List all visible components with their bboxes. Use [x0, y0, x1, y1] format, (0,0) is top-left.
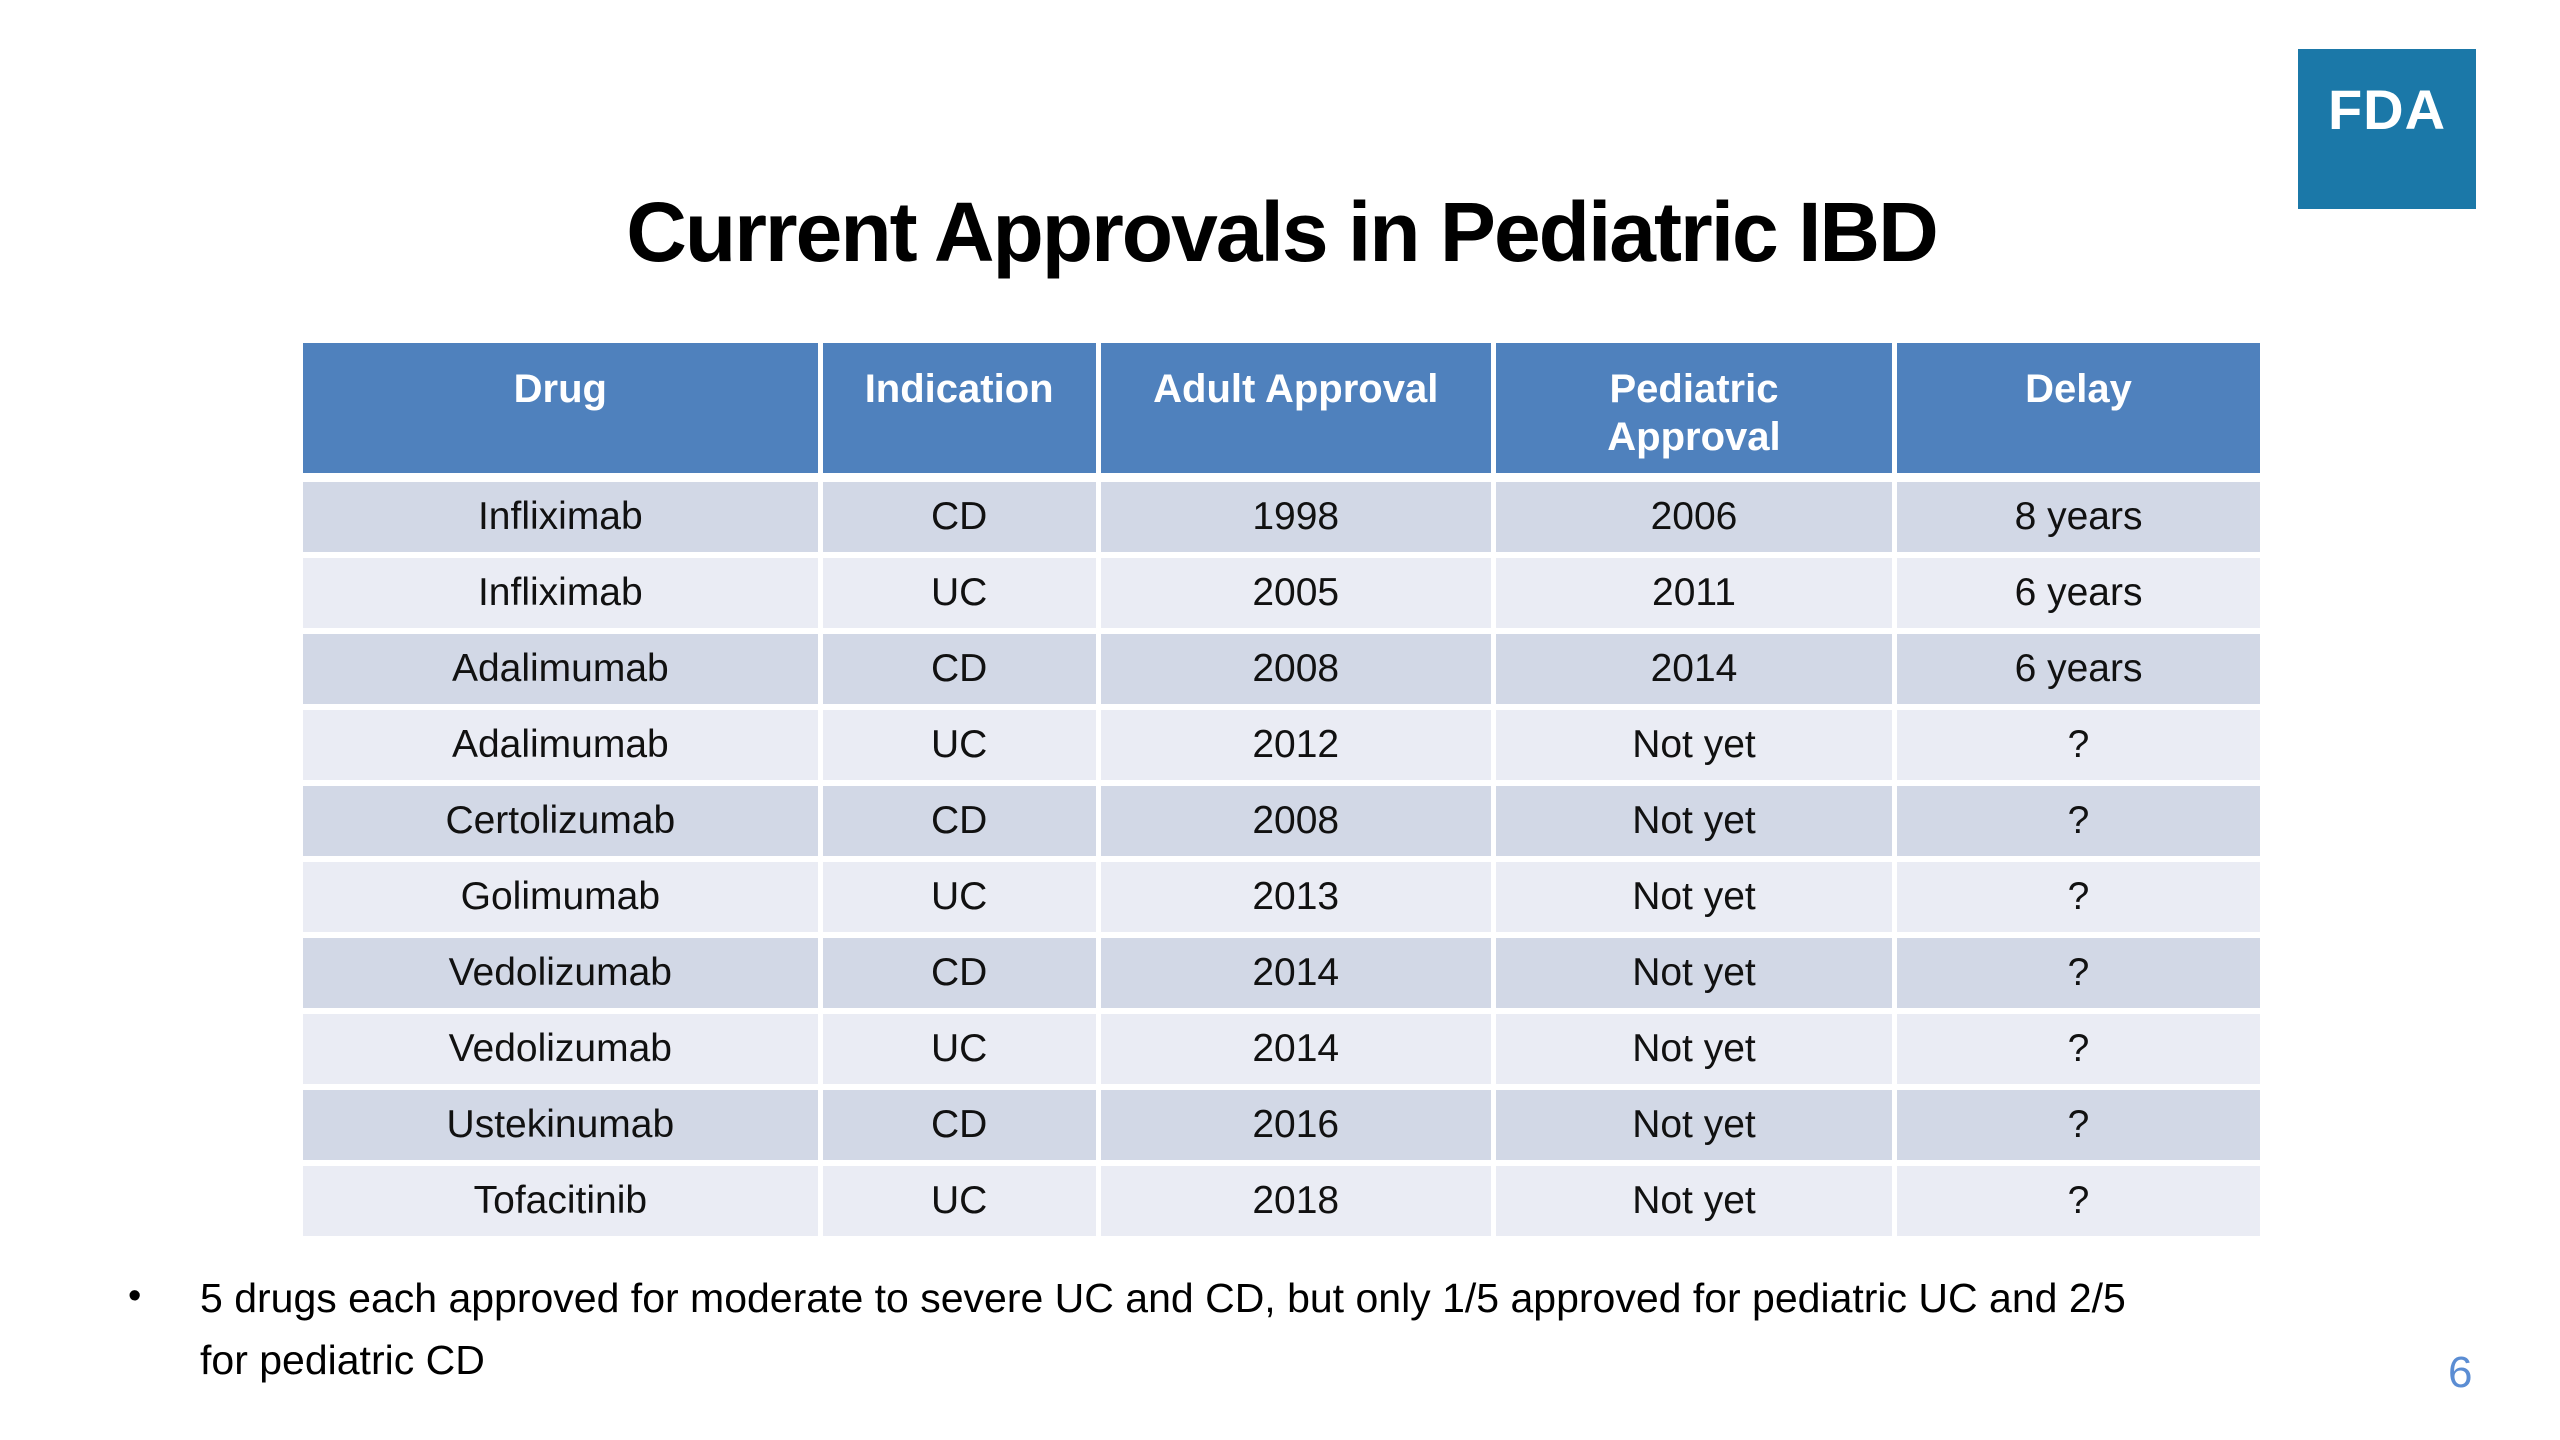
cell-pediatric-approval: 2006	[1490, 482, 1893, 558]
cell-delay: ?	[1892, 710, 2260, 786]
cell-indication: CD	[817, 1090, 1096, 1166]
cell-delay: 6 years	[1892, 558, 2260, 634]
cell-pediatric-approval: 2011	[1490, 558, 1893, 634]
cell-pediatric-approval: 2014	[1490, 634, 1893, 710]
cell-drug: Adalimumab	[303, 634, 818, 710]
approvals-table: Drug Indication Adult Approval Pediatric…	[303, 343, 2260, 1242]
cell-adult-approval: 2005	[1095, 558, 1491, 634]
cell-adult-approval: 1998	[1095, 482, 1491, 558]
cell-pediatric-approval: Not yet	[1490, 938, 1893, 1014]
cell-adult-approval: 2008	[1095, 786, 1491, 862]
cell-drug: Infliximab	[303, 558, 818, 634]
col-header-delay: Delay	[1892, 343, 2260, 482]
cell-delay: ?	[1892, 1090, 2260, 1166]
cell-adult-approval: 2014	[1095, 1014, 1491, 1090]
cell-delay: ?	[1892, 1166, 2260, 1242]
cell-indication: UC	[817, 1014, 1096, 1090]
cell-adult-approval: 2014	[1095, 938, 1491, 1014]
col-header-adult-approval: Adult Approval	[1095, 343, 1491, 482]
cell-drug: Golimumab	[303, 862, 818, 938]
table-row: Vedolizumab UC 2014 Not yet ?	[303, 1014, 2260, 1090]
bullet-text: 5 drugs each approved for moderate to se…	[200, 1268, 2513, 1391]
bullet-list: • 5 drugs each approved for moderate to …	[118, 1268, 2513, 1391]
cell-delay: 8 years	[1892, 482, 2260, 558]
table-row: Infliximab CD 1998 2006 8 years	[303, 482, 2260, 558]
table-row: Vedolizumab CD 2014 Not yet ?	[303, 938, 2260, 1014]
col-header-indication: Indication	[817, 343, 1096, 482]
cell-delay: ?	[1892, 786, 2260, 862]
cell-delay: ?	[1892, 1014, 2260, 1090]
cell-drug: Tofacitinib	[303, 1166, 818, 1242]
bullet-marker: •	[128, 1275, 142, 1317]
fda-logo-text: FDA	[2327, 78, 2447, 141]
page-number: 6	[2448, 1348, 2473, 1397]
cell-drug: Infliximab	[303, 482, 818, 558]
table-header: Drug Indication Adult Approval Pediatric…	[303, 343, 2260, 482]
fda-logo: FDA	[2298, 49, 2476, 209]
table-row: Tofacitinib UC 2018 Not yet ?	[303, 1166, 2260, 1242]
cell-drug: Certolizumab	[303, 786, 818, 862]
table-row: Adalimumab UC 2012 Not yet ?	[303, 710, 2260, 786]
table-row: Certolizumab CD 2008 Not yet ?	[303, 786, 2260, 862]
cell-delay: ?	[1892, 862, 2260, 938]
cell-pediatric-approval: Not yet	[1490, 710, 1893, 786]
cell-indication: UC	[817, 558, 1096, 634]
table-row: Infliximab UC 2005 2011 6 years	[303, 558, 2260, 634]
cell-drug: Vedolizumab	[303, 1014, 818, 1090]
cell-pediatric-approval: Not yet	[1490, 1166, 1893, 1242]
cell-pediatric-approval: Not yet	[1490, 786, 1893, 862]
page-title: Current Approvals in Pediatric IBD	[626, 185, 1939, 279]
bullet-line-2: for pediatric CD	[200, 1336, 485, 1383]
cell-adult-approval: 2012	[1095, 710, 1491, 786]
table-row: Adalimumab CD 2008 2014 6 years	[303, 634, 2260, 710]
cell-indication: UC	[817, 862, 1096, 938]
cell-delay: 6 years	[1892, 634, 2260, 710]
cell-adult-approval: 2018	[1095, 1166, 1491, 1242]
table-row: Ustekinumab CD 2016 Not yet ?	[303, 1090, 2260, 1166]
table-body: Infliximab CD 1998 2006 8 years Inflixim…	[303, 482, 2260, 1242]
bullet-line-1: 5 drugs each approved for moderate to se…	[200, 1275, 2126, 1321]
cell-indication: UC	[817, 710, 1096, 786]
cell-delay: ?	[1892, 938, 2260, 1014]
cell-indication: CD	[817, 482, 1096, 558]
cell-pediatric-approval: Not yet	[1490, 862, 1893, 938]
cell-drug: Adalimumab	[303, 710, 818, 786]
cell-indication: CD	[817, 634, 1096, 710]
table-row: Golimumab UC 2013 Not yet ?	[303, 862, 2260, 938]
cell-indication: CD	[817, 938, 1096, 1014]
cell-indication: UC	[817, 1166, 1096, 1242]
col-header-pediatric-approval: Pediatric Approval	[1490, 343, 1893, 482]
table-header-row: Drug Indication Adult Approval Pediatric…	[303, 343, 2260, 482]
cell-adult-approval: 2013	[1095, 862, 1491, 938]
cell-drug: Ustekinumab	[303, 1090, 818, 1166]
cell-adult-approval: 2008	[1095, 634, 1491, 710]
cell-pediatric-approval: Not yet	[1490, 1014, 1893, 1090]
cell-indication: CD	[817, 786, 1096, 862]
cell-pediatric-approval: Not yet	[1490, 1090, 1893, 1166]
cell-drug: Vedolizumab	[303, 938, 818, 1014]
cell-adult-approval: 2016	[1095, 1090, 1491, 1166]
col-header-drug: Drug	[303, 343, 818, 482]
